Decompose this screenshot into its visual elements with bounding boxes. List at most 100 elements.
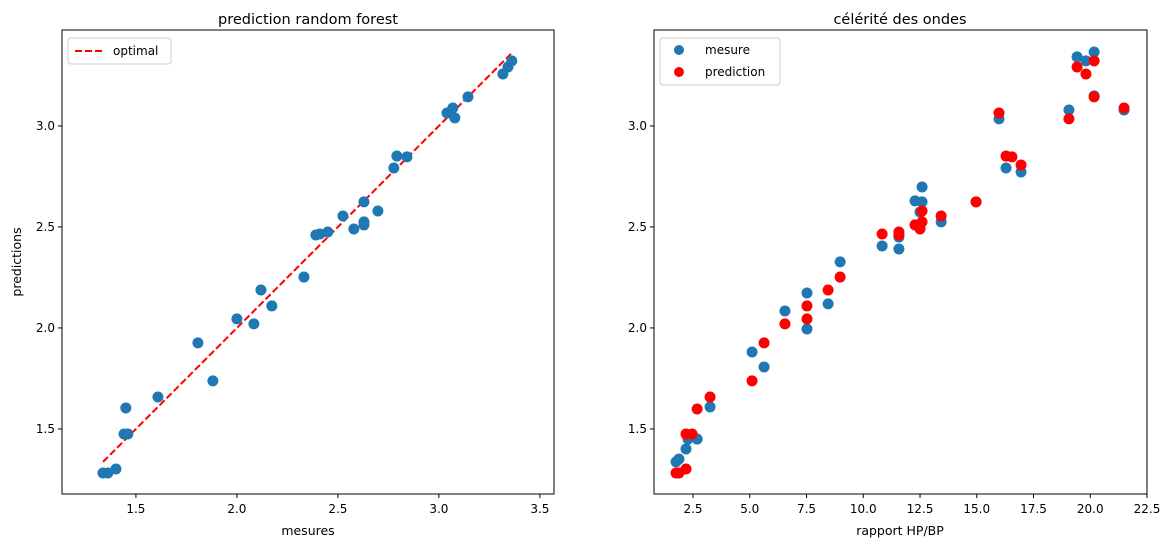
data-point [255, 284, 267, 296]
x-tick-label: 2.5 [683, 502, 702, 516]
prediction-point [801, 313, 813, 325]
legend-mesure-label: mesure [705, 43, 750, 57]
prediction-point [1071, 61, 1083, 73]
mesure-point [1000, 162, 1012, 174]
data-point [337, 210, 349, 222]
x-tick-label: 20.0 [1077, 502, 1104, 516]
data-point [152, 391, 164, 403]
right-title: célérité des ondes [833, 12, 966, 28]
data-point [506, 55, 518, 67]
data-point [449, 112, 461, 124]
mesure-point [1071, 51, 1083, 63]
data-point [248, 318, 260, 330]
mesure-point [834, 256, 846, 268]
x-tick-label: 15.0 [963, 502, 990, 516]
data-point [391, 150, 403, 162]
left-xlabel: mesures [281, 523, 334, 538]
x-tick-label: 10.0 [850, 502, 877, 516]
prediction-point [1006, 151, 1018, 163]
data-point [401, 151, 413, 163]
mesure-point [1063, 104, 1075, 116]
x-tick-label: 22.5 [1134, 502, 1161, 516]
data-point [447, 102, 459, 114]
data-point [358, 219, 370, 231]
prediction-point [1080, 68, 1092, 80]
left-axes: prediction random forest mesures predict… [9, 12, 555, 538]
x-tick-label: 2.0 [227, 502, 246, 516]
data-point [120, 402, 132, 414]
optimal-line [102, 52, 513, 463]
data-point [372, 205, 384, 217]
y-tick-label: 1.5 [628, 422, 647, 436]
y-tick-label: 2.5 [628, 220, 647, 234]
prediction-point [691, 403, 703, 415]
right-xlabel: rapport HP/BP [856, 523, 944, 538]
y-tick-label: 3.0 [36, 119, 55, 133]
prediction-point [822, 284, 834, 296]
mesure-point [822, 298, 834, 310]
data-point [348, 223, 360, 235]
legend-mesure-marker [674, 45, 684, 55]
legend-optimal-label: optimal [113, 44, 158, 58]
mesure-point [916, 196, 928, 208]
prediction-point [1118, 102, 1130, 114]
mesure-point [1088, 46, 1100, 58]
legend-prediction-label: prediction [705, 65, 765, 79]
x-tick-label: 3.5 [530, 502, 549, 516]
data-point [192, 337, 204, 349]
prediction-point [1088, 91, 1100, 103]
prediction-point [686, 428, 698, 440]
prediction-point [876, 228, 888, 240]
data-point [298, 271, 310, 283]
data-point [388, 162, 400, 174]
mesure-point [876, 240, 888, 252]
right-axes: célérité des ondes rapport HP/BP 2.5 5.0 7… [628, 12, 1160, 538]
prediction-point [680, 463, 692, 475]
mesure-point [680, 443, 692, 455]
prediction-point [704, 391, 716, 403]
data-point [231, 313, 243, 325]
data-point [358, 196, 370, 208]
prediction-point [1015, 159, 1027, 171]
data-point [266, 300, 278, 312]
mesure-point [704, 401, 716, 413]
y-tick-label: 1.5 [36, 422, 55, 436]
x-tick-label: 12.5 [907, 502, 934, 516]
prediction-point [801, 300, 813, 312]
y-tick-label: 2.0 [628, 321, 647, 335]
left-legend: optimal [67, 37, 172, 65]
right-plot-area: 2.5 5.0 7.5 10.0 12.5 15.0 17.5 20.0 22.5 1.5 2.0 2… [628, 29, 1161, 516]
axes-frame [653, 29, 1148, 495]
left-title: prediction random forest [218, 12, 398, 28]
mesure-point [916, 181, 928, 193]
y-tick-label: 3.0 [628, 119, 647, 133]
x-tick-label: 2.5 [328, 502, 347, 516]
left-ylabel: predictions [9, 227, 24, 296]
mesure-point [801, 323, 813, 335]
prediction-point [893, 229, 905, 241]
data-point [110, 463, 122, 475]
mesure-point [801, 287, 813, 299]
prediction-point [916, 216, 928, 228]
mesure-point [1080, 55, 1092, 67]
left-plot-area: 1.5 2.0 2.5 3.0 3.5 1.5 2.0 2.5 3.0 [36, 29, 555, 516]
x-tick-label: 17.5 [1020, 502, 1047, 516]
prediction-point [1088, 55, 1100, 67]
mesure-point [673, 453, 685, 465]
x-tick-label: 5.0 [740, 502, 759, 516]
legend-prediction-marker [674, 67, 684, 77]
y-tick-label: 2.0 [36, 321, 55, 335]
mesure-point [779, 305, 791, 317]
data-point [207, 375, 219, 387]
data-point [322, 226, 334, 238]
mesure-point [893, 243, 905, 255]
prediction-point [935, 210, 947, 222]
prediction-point [993, 107, 1005, 119]
prediction-point [834, 271, 846, 283]
data-point [462, 91, 474, 103]
axes-frame [61, 29, 555, 495]
prediction-point [916, 205, 928, 217]
prediction-point [758, 337, 770, 349]
prediction-point [970, 196, 982, 208]
prediction-point [746, 375, 758, 387]
